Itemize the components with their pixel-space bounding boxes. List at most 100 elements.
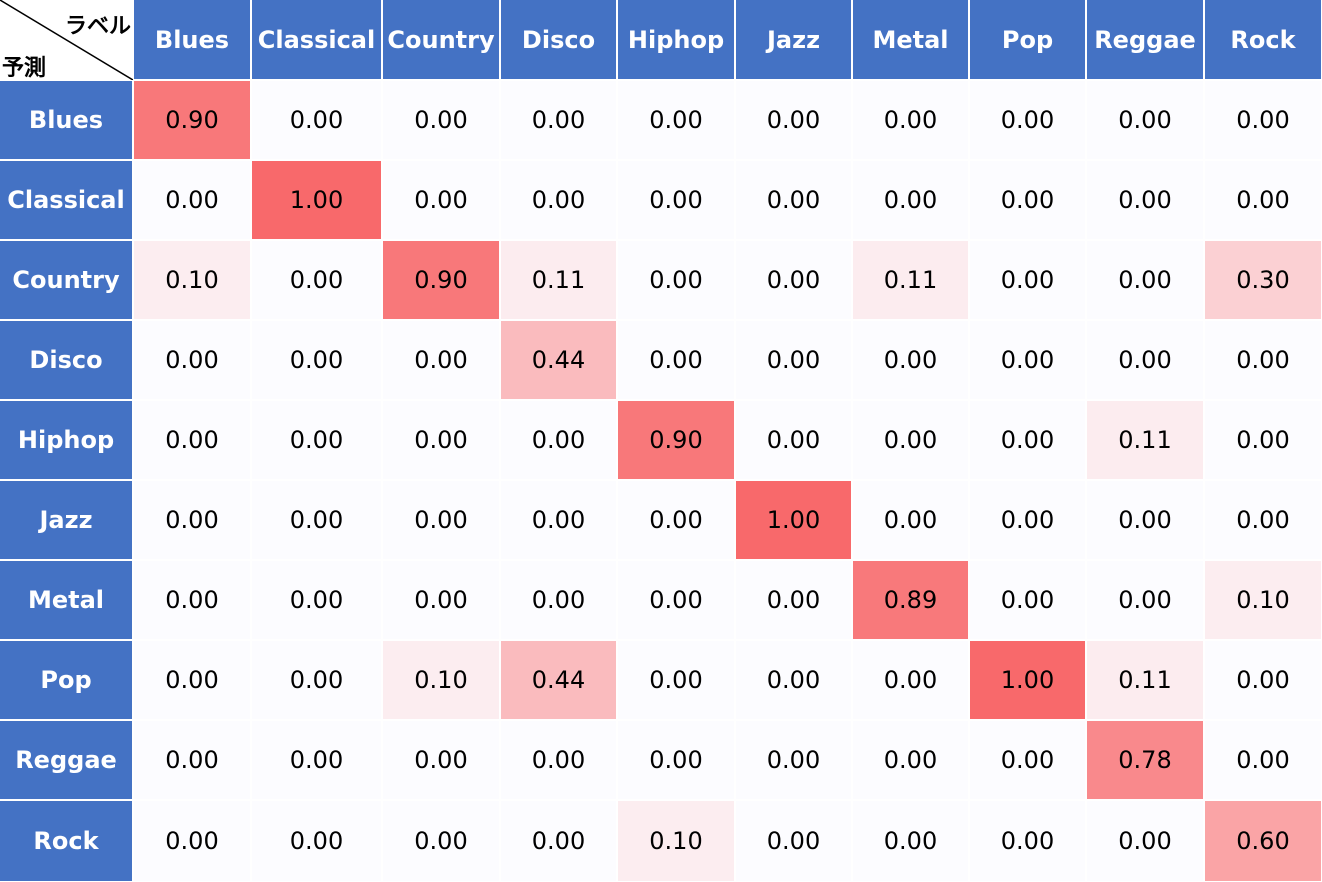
column-header: Hiphop xyxy=(618,0,734,79)
heatmap-cell: 0.00 xyxy=(501,81,616,159)
heatmap-cell: 0.00 xyxy=(618,81,734,159)
row-header: Disco xyxy=(0,321,132,399)
heatmap-cell: 0.10 xyxy=(383,641,499,719)
row-header: Pop xyxy=(0,641,132,719)
heatmap-cell: 0.00 xyxy=(1205,321,1321,399)
column-header: Rock xyxy=(1205,0,1321,79)
heatmap-cell: 0.00 xyxy=(1087,321,1203,399)
heatmap-cell: 0.90 xyxy=(618,401,734,479)
heatmap-cell: 0.00 xyxy=(134,801,250,881)
heatmap-cell: 0.00 xyxy=(853,401,968,479)
heatmap-cell: 0.00 xyxy=(853,161,968,239)
heatmap-cell: 0.44 xyxy=(501,321,616,399)
column-header: Metal xyxy=(853,0,968,79)
heatmap-cell: 1.00 xyxy=(970,641,1085,719)
heatmap-cell: 1.00 xyxy=(736,481,851,559)
corner-header: ラベル 予測 xyxy=(0,0,133,80)
heatmap-cell: 0.00 xyxy=(1087,561,1203,639)
row-header: Blues xyxy=(0,81,132,159)
column-header: Disco xyxy=(501,0,616,79)
heatmap-cell: 0.00 xyxy=(853,641,968,719)
heatmap-cell: 0.00 xyxy=(970,321,1085,399)
heatmap-cell: 0.00 xyxy=(383,81,499,159)
heatmap-cell: 0.00 xyxy=(134,161,250,239)
heatmap-cell: 0.00 xyxy=(736,801,851,881)
row-header: Jazz xyxy=(0,481,132,559)
heatmap-cell: 0.00 xyxy=(736,321,851,399)
heatmap-cell: 0.00 xyxy=(252,801,381,881)
heatmap-cell: 0.00 xyxy=(736,721,851,799)
heatmap-cell: 0.00 xyxy=(1087,481,1203,559)
heatmap-cell: 0.00 xyxy=(501,481,616,559)
heatmap-cell: 0.00 xyxy=(618,481,734,559)
heatmap-cell: 0.00 xyxy=(383,721,499,799)
heatmap-cell: 0.00 xyxy=(501,721,616,799)
heatmap-cell: 0.00 xyxy=(853,481,968,559)
heatmap-cell: 0.00 xyxy=(736,241,851,319)
heatmap-cell: 0.00 xyxy=(970,161,1085,239)
heatmap-cell: 0.00 xyxy=(252,241,381,319)
heatmap-cell: 0.00 xyxy=(501,561,616,639)
heatmap-cell: 0.00 xyxy=(134,321,250,399)
heatmap-cell: 0.00 xyxy=(1087,241,1203,319)
heatmap-cell: 0.00 xyxy=(970,561,1085,639)
heatmap-cell: 0.00 xyxy=(383,321,499,399)
corner-diagonal xyxy=(0,0,133,80)
column-header: Blues xyxy=(134,0,250,79)
column-header: Country xyxy=(383,0,499,79)
heatmap-cell: 0.00 xyxy=(618,321,734,399)
heatmap-cell: 0.11 xyxy=(1087,401,1203,479)
heatmap-cell: 0.00 xyxy=(618,241,734,319)
heatmap-cell: 0.00 xyxy=(618,721,734,799)
row-header: Hiphop xyxy=(0,401,132,479)
heatmap-cell: 0.00 xyxy=(1087,161,1203,239)
heatmap-cell: 0.00 xyxy=(252,721,381,799)
heatmap-cell: 0.00 xyxy=(1205,401,1321,479)
row-header: Reggae xyxy=(0,721,132,799)
heatmap-cell: 0.00 xyxy=(736,641,851,719)
heatmap-cell: 0.00 xyxy=(134,641,250,719)
heatmap-cell: 0.00 xyxy=(252,561,381,639)
column-header: Reggae xyxy=(1087,0,1203,79)
heatmap-cell: 0.00 xyxy=(853,321,968,399)
heatmap-cell: 0.00 xyxy=(970,401,1085,479)
heatmap-cell: 0.00 xyxy=(134,561,250,639)
heatmap-cell: 0.00 xyxy=(252,481,381,559)
heatmap-cell: 0.00 xyxy=(383,801,499,881)
heatmap-cell: 0.00 xyxy=(736,561,851,639)
heatmap-cell: 0.00 xyxy=(1087,81,1203,159)
heatmap-cell: 0.00 xyxy=(383,401,499,479)
heatmap-cell: 0.00 xyxy=(252,321,381,399)
heatmap-cell: 0.00 xyxy=(501,161,616,239)
heatmap-cell: 0.00 xyxy=(1205,161,1321,239)
heatmap-cell: 0.00 xyxy=(618,641,734,719)
heatmap-cell: 0.00 xyxy=(970,81,1085,159)
heatmap-cell: 0.00 xyxy=(618,161,734,239)
heatmap-cell: 0.00 xyxy=(970,801,1085,881)
heatmap-cell: 0.00 xyxy=(383,561,499,639)
heatmap-cell: 0.00 xyxy=(1205,641,1321,719)
column-axis-label: ラベル xyxy=(64,14,131,39)
heatmap-cell: 0.00 xyxy=(252,401,381,479)
heatmap-cell: 0.78 xyxy=(1087,721,1203,799)
row-header: Country xyxy=(0,241,132,319)
row-axis-label: 予測 xyxy=(2,56,47,80)
heatmap-cell: 0.00 xyxy=(1087,801,1203,881)
heatmap-cell: 0.10 xyxy=(134,241,250,319)
heatmap-cell: 0.00 xyxy=(383,161,499,239)
heatmap-cell: 0.00 xyxy=(252,641,381,719)
heatmap-cell: 0.00 xyxy=(970,481,1085,559)
row-header: Classical xyxy=(0,161,132,239)
row-header: Metal xyxy=(0,561,132,639)
column-header: Pop xyxy=(970,0,1085,79)
heatmap-cell: 0.00 xyxy=(383,481,499,559)
heatmap-cell: 0.44 xyxy=(501,641,616,719)
row-header: Rock xyxy=(0,801,132,881)
heatmap-cell: 0.00 xyxy=(134,401,250,479)
heatmap-cell: 0.00 xyxy=(736,401,851,479)
heatmap-cell: 0.00 xyxy=(970,721,1085,799)
heatmap-cell: 0.00 xyxy=(853,721,968,799)
heatmap-cell: 0.11 xyxy=(853,241,968,319)
heatmap-cell: 0.10 xyxy=(1205,561,1321,639)
